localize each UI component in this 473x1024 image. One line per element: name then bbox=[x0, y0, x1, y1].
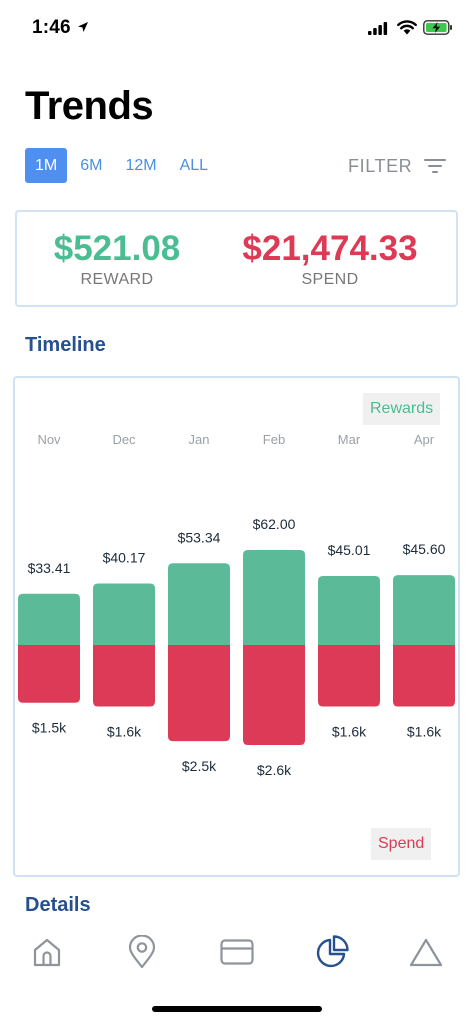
nav-trends[interactable] bbox=[310, 930, 354, 974]
spend-bar bbox=[93, 645, 155, 707]
month-label: Jan bbox=[189, 432, 210, 447]
month-label: Nov bbox=[37, 432, 61, 447]
reward-value-label: $53.34 bbox=[178, 529, 221, 545]
spend-bar bbox=[168, 645, 230, 742]
nav-alerts[interactable] bbox=[404, 930, 448, 974]
rewards-legend: Rewards bbox=[363, 393, 441, 425]
bottom-nav bbox=[0, 920, 473, 982]
reward-value-label: $40.17 bbox=[103, 549, 146, 565]
spend-bar bbox=[243, 645, 305, 745]
spend-summary: $21,474.33 SPEND bbox=[212, 229, 448, 289]
reward-value-label: $62.00 bbox=[253, 516, 296, 532]
reward-summary: $521.08 REWARD bbox=[27, 229, 207, 289]
credit-card-icon bbox=[220, 939, 254, 965]
triangle-icon bbox=[409, 938, 443, 967]
status-bar: 1:46 bbox=[0, 0, 473, 56]
filter-label: FILTER bbox=[348, 155, 413, 176]
home-indicator bbox=[152, 1006, 322, 1012]
timeline-chart: Rewards Nov $33.41 $1.5k Dec $40.17 $1.6k Jan $… bbox=[13, 376, 460, 877]
spend-bar bbox=[393, 645, 455, 707]
page-title: Trends bbox=[25, 84, 154, 128]
spend-value-label: $1.5k bbox=[32, 720, 67, 736]
filter-button[interactable]: FILTER bbox=[348, 154, 447, 178]
tab-1m[interactable]: 1M bbox=[25, 148, 68, 183]
month-label: Dec bbox=[112, 432, 136, 447]
reward-total: $521.08 bbox=[53, 229, 181, 268]
details-title[interactable]: Details bbox=[25, 894, 91, 916]
nav-cards[interactable] bbox=[215, 930, 259, 974]
reward-bar bbox=[243, 550, 305, 645]
wifi-icon bbox=[397, 20, 417, 35]
summary-card: $521.08 REWARD $21,474.33 SPEND bbox=[15, 210, 458, 307]
location-arrow-icon bbox=[78, 22, 88, 32]
nav-places[interactable] bbox=[120, 930, 164, 974]
reward-bar bbox=[318, 576, 380, 645]
tab-6m[interactable]: 6M bbox=[80, 157, 103, 174]
month-label: Mar bbox=[338, 432, 361, 447]
spend-legend: Spend bbox=[371, 828, 432, 860]
status-time: 1:46 bbox=[32, 17, 71, 38]
cellular-signal-icon bbox=[368, 22, 388, 35]
reward-bar bbox=[93, 583, 155, 645]
spend-bar bbox=[18, 645, 80, 703]
spend-label: SPEND bbox=[301, 271, 359, 288]
nav-home[interactable] bbox=[25, 930, 69, 974]
reward-value-label: $45.60 bbox=[403, 541, 446, 557]
location-pin-icon bbox=[128, 935, 156, 969]
reward-bar bbox=[18, 593, 80, 645]
reward-value-label: $33.41 bbox=[28, 560, 71, 576]
tab-all[interactable]: ALL bbox=[179, 157, 209, 174]
pie-chart-icon bbox=[316, 935, 349, 968]
reward-bar bbox=[168, 563, 230, 645]
tab-12m[interactable]: 12M bbox=[125, 157, 157, 174]
spend-value-label: $1.6k bbox=[107, 724, 142, 740]
battery-charging-icon bbox=[423, 20, 452, 35]
spend-value-label: $1.6k bbox=[332, 724, 367, 740]
reward-value-label: $45.01 bbox=[328, 542, 371, 558]
spend-bar bbox=[318, 645, 380, 707]
timeline-title: Timeline bbox=[25, 334, 106, 356]
filter-icon bbox=[424, 159, 447, 173]
spend-total: $21,474.33 bbox=[242, 229, 418, 268]
spend-value-label: $2.5k bbox=[182, 758, 217, 774]
month-label: Feb bbox=[263, 432, 285, 447]
reward-bar bbox=[393, 575, 455, 645]
spend-value-label: $2.6k bbox=[257, 762, 292, 778]
range-tabs: 1M 6M 12M ALL bbox=[25, 148, 221, 183]
month-label: Apr bbox=[414, 432, 435, 447]
timeline-chart-svg: Nov $33.41 $1.5k Dec $40.17 $1.6k Jan $53.34 $2.… bbox=[18, 432, 455, 778]
reward-label: REWARD bbox=[80, 271, 154, 288]
home-icon bbox=[33, 938, 61, 967]
spend-value-label: $1.6k bbox=[407, 724, 442, 740]
